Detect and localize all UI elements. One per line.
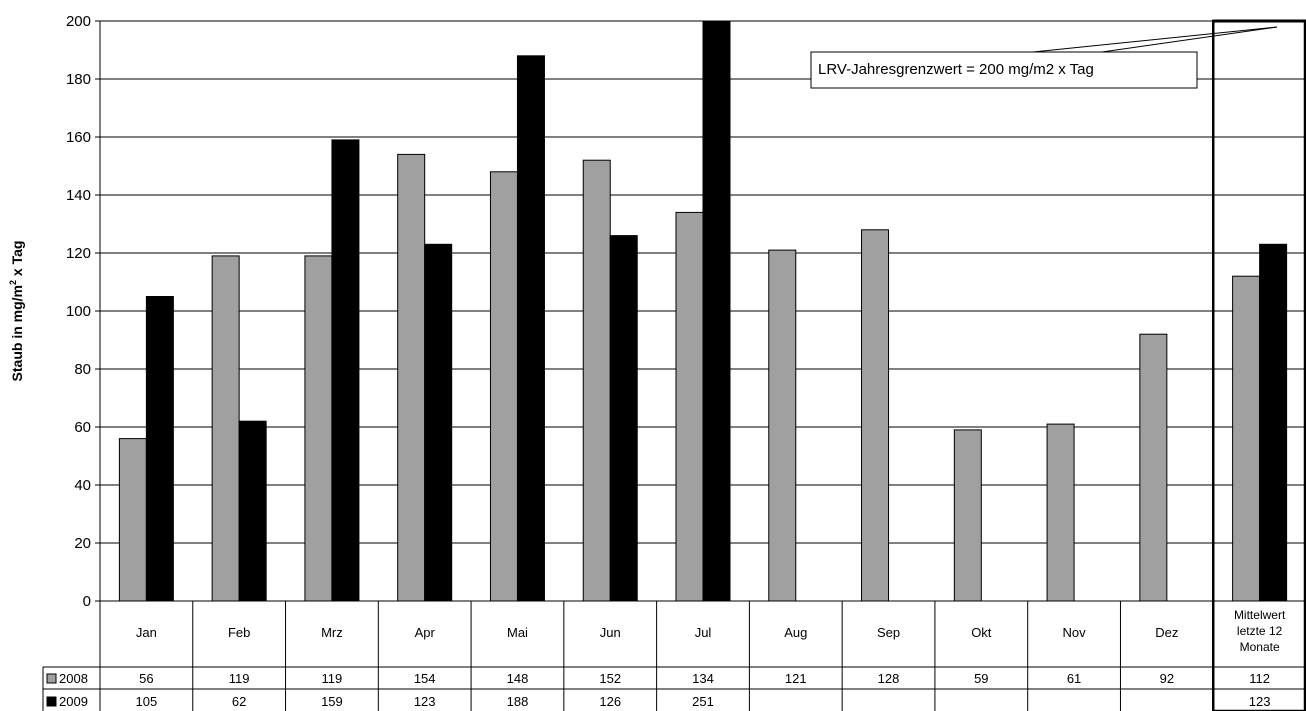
x-tick-label: Dez	[1155, 625, 1178, 640]
y-tick-label: 40	[74, 477, 91, 494]
y-axis-label: Staub in mg/m2 x Tag	[8, 241, 25, 382]
x-tick-label: Jan	[136, 625, 157, 640]
bar-2009-5	[609, 235, 638, 602]
y-tick-label: 200	[66, 13, 91, 30]
x-tick-label: Aug	[784, 625, 807, 640]
legend-label-2009: 2009	[59, 694, 88, 709]
y-tick-label: 160	[66, 129, 91, 146]
table-cell-2008: 121	[785, 671, 807, 686]
y-tick-label: 100	[66, 303, 91, 320]
bar-2008-4	[489, 171, 518, 602]
table-cell-2008: 119	[229, 671, 250, 686]
x-tick-label: Mrz	[321, 625, 343, 640]
bar-2008-8	[861, 229, 890, 602]
bar-2008-11	[1139, 333, 1168, 602]
y-axis-label-superscript: 2	[8, 280, 18, 285]
bar-2008-0	[118, 438, 147, 602]
axes: 0 20 40 60 80 100 120 140 160 180 200	[66, 13, 1306, 711]
table-cell-2008: 56	[139, 671, 153, 686]
bar-2009-2	[331, 139, 360, 602]
bar-2008-6	[675, 211, 704, 602]
bar-2008-3	[397, 153, 426, 602]
legend-key-2008	[46, 673, 57, 684]
annotation-leader	[1032, 26, 1278, 53]
x-tick-label-line: letzte 12	[1237, 624, 1283, 638]
bar-2009-0	[145, 296, 174, 602]
y-tick-label: 140	[66, 187, 91, 204]
x-tick-label-line: Monate	[1240, 640, 1280, 654]
table-cell-2008: 61	[1067, 671, 1081, 686]
table-cell-2009: 159	[321, 694, 343, 709]
legend-label-2008: 2008	[59, 671, 88, 686]
bar-2009-12	[1259, 243, 1288, 602]
x-tick-label-line: Mittelwert	[1234, 608, 1286, 622]
bar-2008-12	[1232, 275, 1261, 602]
annotation-box	[810, 51, 1198, 89]
table-cell-2009: 62	[232, 694, 246, 709]
table-cell-2008: 148	[507, 671, 529, 686]
data-table: Jan Feb Mrz Apr Mai Jun Jul Aug Sep Okt Nov Dez Mitt…	[42, 601, 1306, 711]
y-tick-label: 0	[83, 593, 91, 610]
bar-2008-2	[304, 255, 333, 602]
x-tick-label: Nov	[1063, 625, 1087, 640]
limit-annotation: LRV-Jahresgrenzwert = 200 mg/m2 x Tag	[810, 19, 1306, 711]
bar-2009-6	[702, 20, 731, 602]
x-tick-label: Apr	[415, 625, 436, 640]
table-cell-2009: 188	[507, 694, 529, 709]
y-tick-label: 120	[66, 245, 91, 262]
x-tick-label: Sep	[877, 625, 900, 640]
y-tick-label: 80	[74, 361, 91, 378]
table-cell-2009: 251	[692, 694, 714, 709]
table-cell-2009: 126	[599, 694, 621, 709]
annotation-leader	[1101, 26, 1278, 53]
table-cell-2008: 59	[974, 671, 988, 686]
bar-2008-10	[1046, 423, 1075, 602]
y-axis-label-tail: x Tag	[9, 241, 25, 280]
x-tick-label: Jul	[695, 625, 712, 640]
x-tick-label: Mai	[507, 625, 528, 640]
table-cell-2009: 105	[136, 694, 158, 709]
bar-2008-5	[582, 159, 611, 602]
y-tick-label: 60	[74, 419, 91, 436]
table-cell-2008: 119	[322, 671, 343, 686]
x-tick-label: Feb	[228, 625, 250, 640]
bar-2008-7	[768, 249, 797, 602]
bar-2008-1	[211, 255, 240, 602]
table-cell-2008: 128	[878, 671, 900, 686]
legend-key-2009	[46, 696, 57, 707]
y-tick-label: 180	[66, 71, 91, 88]
bar-2008-9	[953, 429, 982, 602]
table-cell-2008: 112	[1249, 671, 1270, 686]
table-cell-2008: 154	[414, 671, 436, 686]
y-axis-label-main: Staub in mg/m	[9, 285, 25, 381]
table-cell-2009: 123	[414, 694, 436, 709]
bar-2009-4	[516, 55, 545, 602]
table-cell-2008: 152	[599, 671, 621, 686]
annotation-text: LRV-Jahresgrenzwert = 200 mg/m2 x Tag	[818, 61, 1094, 78]
x-tick-label: Okt	[971, 625, 992, 640]
table-cell-2009: 123	[1249, 694, 1271, 709]
bar-2009-1	[238, 420, 267, 602]
table-cell-2008: 92	[1160, 671, 1174, 686]
bar-2009-3	[424, 243, 453, 602]
table-cell-2008: 134	[692, 671, 714, 686]
x-tick-label: Jun	[600, 625, 621, 640]
y-tick-label: 20	[74, 535, 91, 552]
